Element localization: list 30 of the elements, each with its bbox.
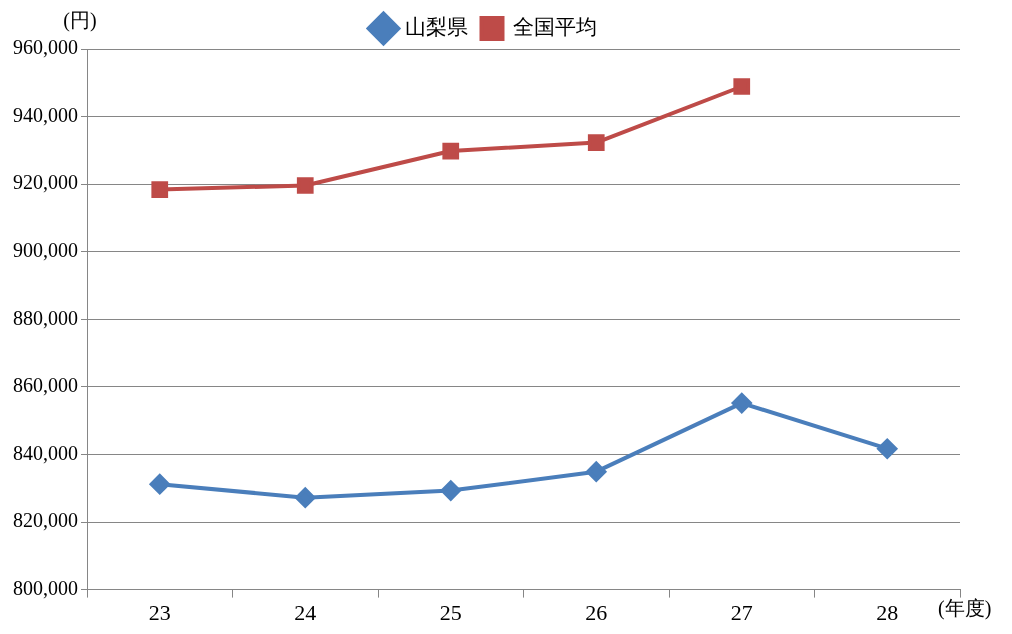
point [151,181,169,198]
point [877,438,898,459]
point [587,134,605,151]
y-tick-label: 860,000 [13,374,78,397]
point [731,393,752,414]
point [442,142,460,160]
y-tick-label: 880,000 [13,306,78,329]
point [149,474,170,495]
y-axis-title: (円) [63,9,97,33]
y-tick-label: 840,000 [13,441,78,464]
point [586,461,607,482]
x-tick-label: 24 [294,599,317,625]
point [440,480,461,501]
legend-label: 山梨県 [404,15,468,40]
y-tick-label: 800,000 [13,576,78,599]
x-tick-label: 25 [439,599,462,625]
y-tick-label: 820,000 [13,509,78,532]
point [295,487,316,508]
legend-label: 全国平均 [513,15,597,40]
x-axis-title: (年度) [938,597,992,621]
x-tick-label: 26 [585,599,608,625]
x-tick-label: 27 [730,599,753,625]
y-tick-label: 900,000 [13,238,78,261]
x-tick-label: 28 [876,599,899,625]
x-tick-label: 23 [148,599,171,625]
y-tick-label: 920,000 [13,171,78,194]
y-tick-label: 960,000 [13,36,78,59]
point [733,78,751,95]
point [296,177,314,194]
y-tick-label: 940,000 [13,103,78,126]
